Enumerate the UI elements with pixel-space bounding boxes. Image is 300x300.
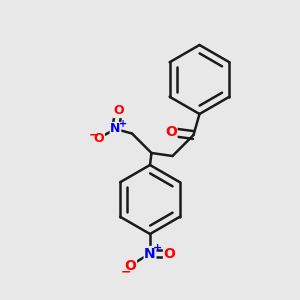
Text: O: O xyxy=(164,247,175,260)
Text: +: + xyxy=(119,119,127,130)
Text: O: O xyxy=(165,125,177,139)
Text: −: − xyxy=(121,266,131,279)
Text: −: − xyxy=(88,128,99,142)
Text: N: N xyxy=(144,247,156,260)
Text: O: O xyxy=(124,259,136,272)
Text: N: N xyxy=(110,122,121,136)
Text: O: O xyxy=(94,131,104,145)
Text: O: O xyxy=(113,104,124,118)
Text: +: + xyxy=(153,243,162,253)
